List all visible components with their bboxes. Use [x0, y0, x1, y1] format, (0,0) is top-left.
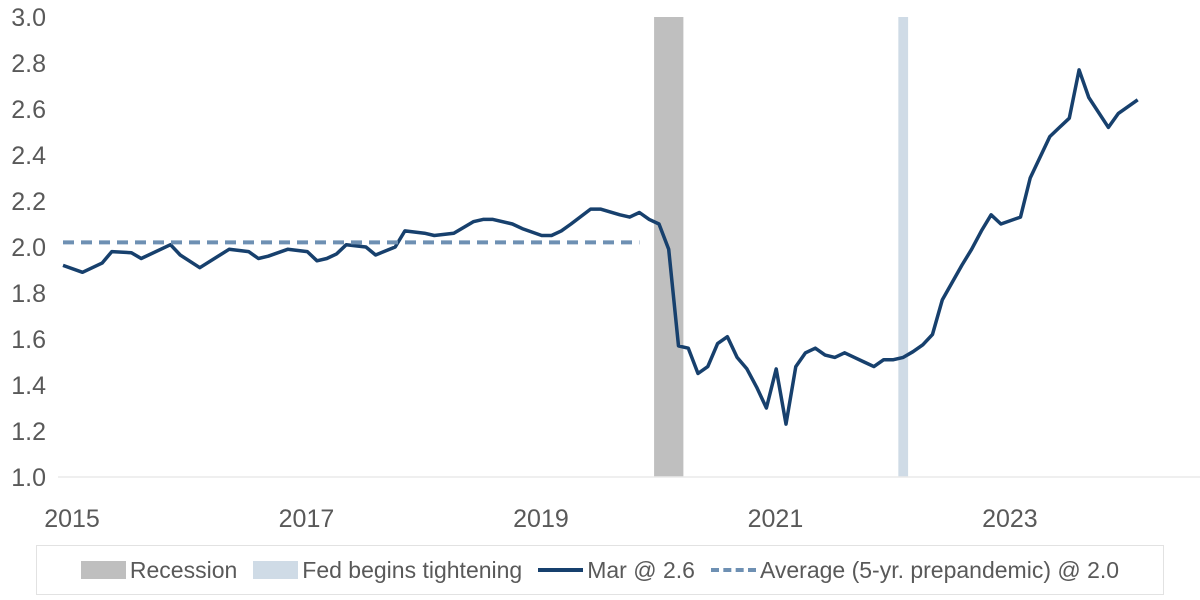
series-swatch — [538, 568, 584, 572]
legend-item-average: Average (5-yr. prepandemic) @ 2.0 — [710, 556, 1120, 584]
legend-label: Mar @ 2.6 — [587, 556, 695, 583]
legend: Recession Fed begins tightening Mar @ 2.… — [36, 545, 1164, 595]
y-tick-label: 3.0 — [11, 4, 46, 32]
x-tick-label: 2015 — [44, 505, 100, 533]
y-tick-label: 1.4 — [11, 372, 46, 400]
fed-swatch — [253, 561, 299, 579]
y-tick-label: 1.8 — [11, 280, 46, 308]
y-tick-label: 1.2 — [11, 418, 46, 446]
x-tick-label: 2023 — [982, 505, 1038, 533]
series-line — [62, 68, 1139, 426]
y-tick-label: 2.0 — [11, 234, 46, 262]
y-tick-label: 1.6 — [11, 326, 46, 354]
y-tick-label: 2.8 — [11, 50, 46, 78]
x-tick-label: 2017 — [279, 505, 335, 533]
y-tick-label: 2.4 — [11, 142, 46, 170]
legend-item-series: Mar @ 2.6 — [538, 557, 695, 584]
y-tick-label: 1.0 — [11, 464, 46, 492]
legend-item-fed: Fed begins tightening — [253, 557, 522, 584]
band-fed-begins-tightening — [898, 17, 909, 477]
legend-label: Recession — [129, 556, 238, 583]
recession-swatch — [80, 561, 126, 579]
y-tick-label: 2.2 — [11, 188, 46, 216]
legend-item-recession: Recession — [80, 556, 238, 584]
legend-label: Fed begins tightening — [302, 556, 523, 583]
y-tick-label: 2.6 — [11, 96, 46, 124]
line-chart: 1.0 1.2 1.4 1.6 1.8 2.0 2.2 2.4 2.6 2.8 3.0 2015 20… — [11, 4, 1200, 533]
legend-label: Average (5-yr. prepandemic) @ 2.0 — [759, 556, 1120, 583]
x-tick-label: 2021 — [748, 505, 804, 533]
average-swatch — [710, 568, 756, 572]
x-tick-label: 2019 — [513, 505, 569, 533]
